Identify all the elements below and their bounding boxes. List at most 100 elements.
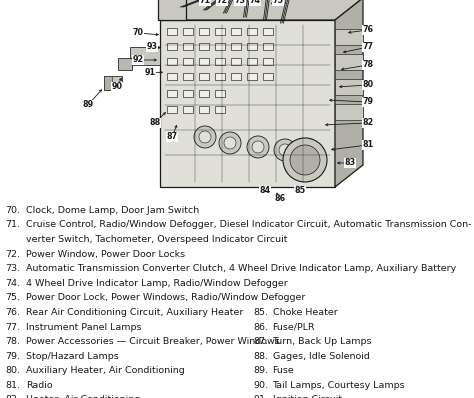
Text: 89.: 89. [254, 366, 269, 375]
Text: 86: 86 [274, 195, 285, 203]
Bar [335, 29, 363, 45]
Text: 91.: 91. [254, 396, 269, 398]
Bar [247, 73, 257, 80]
Text: 79.: 79. [6, 352, 21, 361]
Bar [231, 43, 241, 50]
Text: 88: 88 [149, 119, 161, 127]
Bar [215, 28, 225, 35]
Circle shape [247, 136, 269, 158]
Text: 71: 71 [200, 0, 210, 6]
Bar [199, 58, 209, 65]
Bar [247, 28, 257, 35]
Text: 71.: 71. [6, 220, 21, 230]
Text: 89: 89 [82, 100, 93, 109]
Bar [167, 106, 177, 113]
Text: 72: 72 [217, 0, 228, 6]
Bar [104, 76, 112, 90]
Bar [215, 43, 225, 50]
Bar [231, 28, 241, 35]
Bar [167, 73, 177, 80]
Text: 75.: 75. [6, 293, 21, 302]
Text: 84: 84 [259, 187, 271, 195]
Text: Fuse: Fuse [273, 366, 294, 375]
Bar [335, 79, 363, 95]
Bar [104, 76, 122, 90]
Text: Radio: Radio [26, 381, 53, 390]
Text: Auxiliary Heater, Air Conditioning: Auxiliary Heater, Air Conditioning [26, 366, 185, 375]
Circle shape [290, 145, 320, 175]
Polygon shape [335, 0, 363, 187]
Text: Power Accessories — Circuit Breaker, Power Windows: Power Accessories — Circuit Breaker, Pow… [26, 337, 280, 346]
Text: 93: 93 [146, 43, 157, 51]
Text: 81.: 81. [6, 381, 21, 390]
Bar [215, 58, 225, 65]
Text: 88.: 88. [254, 352, 269, 361]
Text: Power Door Lock, Power Windows, Radio/Window Defogger: Power Door Lock, Power Windows, Radio/Wi… [26, 293, 305, 302]
Bar [263, 28, 273, 35]
Bar [167, 90, 177, 97]
Text: 82.: 82. [6, 396, 21, 398]
Text: Stop/Hazard Lamps: Stop/Hazard Lamps [26, 352, 119, 361]
Text: 74.: 74. [6, 279, 21, 288]
Circle shape [219, 132, 241, 154]
Bar [247, 43, 257, 50]
Bar [118, 58, 132, 70]
Text: Clock, Dome Lamp, Door Jam Switch: Clock, Dome Lamp, Door Jam Switch [26, 206, 200, 215]
Text: 83: 83 [345, 158, 356, 168]
Bar [199, 43, 209, 50]
Text: 76: 76 [363, 25, 374, 35]
Polygon shape [160, 0, 363, 20]
Text: 80: 80 [363, 80, 374, 90]
Text: 81: 81 [363, 140, 374, 150]
Bar [167, 43, 177, 50]
Bar [263, 73, 273, 80]
Bar [199, 73, 209, 80]
Bar [231, 73, 241, 80]
Text: 4 Wheel Drive Indicator Lamp, Radio/Window Defogger: 4 Wheel Drive Indicator Lamp, Radio/Wind… [26, 279, 288, 288]
Text: 70.: 70. [6, 206, 21, 215]
Text: Tail Lamps, Courtesy Lamps: Tail Lamps, Courtesy Lamps [273, 381, 405, 390]
Bar [158, 0, 186, 20]
Circle shape [194, 126, 216, 148]
Text: 74: 74 [249, 0, 261, 6]
Bar [183, 90, 193, 97]
Bar [199, 28, 209, 35]
Text: 85: 85 [294, 187, 306, 195]
Text: 92: 92 [132, 55, 144, 64]
Text: 86.: 86. [254, 322, 269, 332]
Text: Automatic Transmission Converter Clutch, 4 Wheel Drive Indicator Lamp, Auxiliary: Automatic Transmission Converter Clutch,… [26, 264, 456, 273]
Text: Fuse/PLR: Fuse/PLR [273, 322, 315, 332]
Text: 87: 87 [166, 133, 178, 141]
Bar [335, 54, 363, 70]
Polygon shape [160, 20, 335, 187]
Bar [167, 28, 177, 35]
Text: 82: 82 [363, 119, 374, 127]
Text: 73: 73 [235, 0, 246, 6]
Bar [183, 43, 193, 50]
Bar [263, 43, 273, 50]
Text: 76.: 76. [6, 308, 21, 317]
Text: 79: 79 [363, 98, 374, 107]
Text: 77: 77 [363, 43, 374, 51]
Text: 80.: 80. [6, 366, 21, 375]
Text: Choke Heater: Choke Heater [273, 308, 337, 317]
Circle shape [199, 131, 211, 143]
Text: 85.: 85. [254, 308, 269, 317]
Text: Gages, Idle Solenoid: Gages, Idle Solenoid [273, 352, 369, 361]
Text: 78.: 78. [6, 337, 21, 346]
Bar [215, 90, 225, 97]
Text: Turn, Back Up Lamps: Turn, Back Up Lamps [273, 337, 372, 346]
Bar [130, 47, 160, 65]
Bar [199, 90, 209, 97]
Circle shape [224, 137, 236, 149]
Bar [183, 73, 193, 80]
Text: 72.: 72. [6, 250, 21, 259]
Text: 91: 91 [145, 68, 155, 78]
Circle shape [283, 138, 327, 182]
Text: Instrument Panel Lamps: Instrument Panel Lamps [26, 322, 142, 332]
Circle shape [279, 144, 291, 156]
Text: Heater, Air Conditioning: Heater, Air Conditioning [26, 396, 140, 398]
Text: Power Window, Power Door Locks: Power Window, Power Door Locks [26, 250, 185, 259]
Bar [183, 106, 193, 113]
Text: 77.: 77. [6, 322, 21, 332]
